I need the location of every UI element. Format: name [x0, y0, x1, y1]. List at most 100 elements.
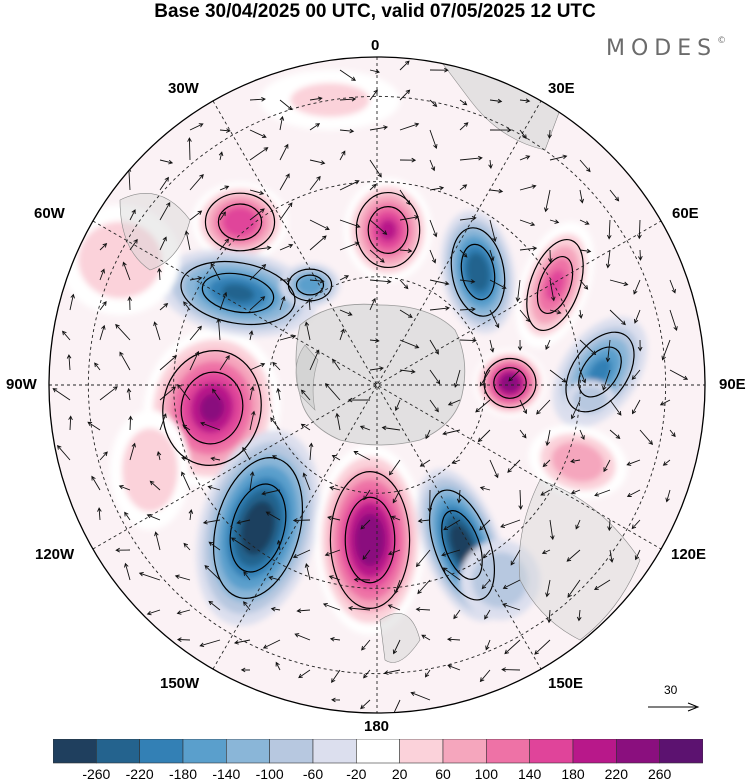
colorbar-swatch: [442, 739, 487, 764]
wind-arrow: [249, 189, 265, 196]
wind-arrow: [369, 219, 388, 235]
wind-arrow: [339, 241, 360, 251]
wind-arrow: [570, 458, 581, 464]
wind-arrow: [159, 201, 171, 221]
wind-arrow: [138, 572, 161, 581]
polar-map: [48, 56, 706, 714]
wind-arrow: [279, 243, 294, 251]
wind-arrow: [339, 128, 355, 134]
wind-arrow: [249, 410, 256, 431]
wind-arrow: [415, 607, 431, 612]
wind-arrow: [331, 697, 341, 703]
wind-arrow: [489, 249, 495, 262]
wind-arrow: [369, 89, 378, 101]
wind-arrow: [66, 354, 72, 371]
wind-arrow: [543, 189, 551, 213]
wind-arrow: [662, 459, 671, 466]
wind-arrow: [279, 334, 297, 341]
wind-arrow: [626, 489, 641, 497]
wind-arrow: [566, 549, 581, 562]
wind-arrow: [332, 358, 341, 371]
wind-arrow: [421, 634, 431, 641]
brand-name: MODES: [606, 36, 718, 61]
wind-arrow: [479, 369, 491, 387]
wind-arrow: [443, 519, 461, 531]
wind-arrow: [399, 339, 420, 349]
wind-arrow: [501, 667, 521, 672]
wind-arrow: [453, 369, 461, 388]
wind-arrow: [425, 429, 431, 440]
wind-arrow: [240, 667, 251, 673]
wind-arrow: [339, 328, 345, 341]
wind-arrow: [489, 98, 503, 104]
wind-arrow: [447, 664, 461, 671]
wind-arrow: [129, 209, 136, 221]
wind-arrow: [547, 129, 552, 139]
wind-arrow: [605, 249, 611, 269]
wind-arrow: [519, 399, 528, 415]
wind-arrow: [417, 579, 431, 595]
wind-arrow: [91, 475, 101, 491]
colorbar-tick-label: -180: [168, 766, 198, 782]
wind-arrow: [68, 415, 73, 431]
wind-arrow: [174, 574, 191, 581]
wind-arrow: [489, 219, 497, 243]
wind-arrow: [638, 249, 643, 261]
wind-arrow: [309, 219, 330, 231]
wind-arrow: [189, 350, 200, 371]
wind-arrow: [519, 246, 538, 251]
colorbar-tick-label: -260: [82, 766, 111, 782]
wind-arrow: [579, 369, 587, 384]
wind-arrow: [637, 339, 643, 352]
wind-arrow: [381, 425, 401, 431]
wind-arrow: [399, 189, 411, 206]
colorbar-tick-label: 60: [435, 766, 451, 782]
wind-arrow: [272, 361, 281, 371]
wind-arrow: [308, 442, 314, 461]
wind-arrow: [189, 210, 203, 221]
wind-arrow: [485, 639, 491, 651]
wind-vectors: [52, 60, 689, 713]
wind-arrow: [456, 489, 462, 504]
map-boundary: [48, 56, 706, 714]
wind-arrow: [459, 279, 476, 284]
wind-arrow: [159, 302, 169, 311]
wind-arrow: [399, 60, 410, 71]
wind-arrow: [500, 519, 521, 528]
wind-arrow: [669, 279, 676, 294]
wind-arrow: [517, 339, 523, 351]
wind-arrow: [459, 122, 469, 131]
wind-arrow: [99, 324, 106, 341]
wind-arrow: [609, 309, 626, 326]
wind-arrow: [451, 459, 461, 464]
wind-arrow: [429, 279, 450, 286]
wind-arrow: [292, 549, 311, 559]
wind-arrow: [429, 129, 438, 149]
wind-arrow: [248, 330, 254, 341]
wind-arrow: [129, 238, 138, 251]
colorbar-swatch: [486, 739, 530, 764]
wind-arrow: [394, 579, 401, 595]
wind-arrow: [268, 575, 281, 581]
wind-arrow: [549, 309, 562, 315]
wind-arrow: [94, 362, 101, 371]
wind-arrow: [156, 450, 162, 461]
wind-arrow: [339, 150, 346, 161]
wind-arrow: [335, 412, 341, 431]
lon-label-90w: 90W: [6, 376, 37, 393]
wind-arrow: [388, 459, 401, 476]
colorbar-swatch: [529, 739, 574, 764]
wind-arrow: [399, 309, 413, 318]
wind-arrow: [52, 388, 71, 401]
wind-arrow: [249, 96, 266, 102]
lon-label-60e: 60E: [672, 205, 699, 222]
wind-arrow: [208, 600, 221, 611]
colorbar-tick-label: 260: [647, 766, 672, 782]
wind-arrow: [508, 369, 521, 382]
wind-arrow: [606, 219, 612, 240]
wind-arrow: [119, 351, 131, 371]
wind-arrow: [261, 489, 281, 496]
wind-arrow: [477, 429, 491, 443]
colorbar-tick-label: 140: [517, 766, 542, 782]
wind-arrow: [115, 547, 131, 553]
